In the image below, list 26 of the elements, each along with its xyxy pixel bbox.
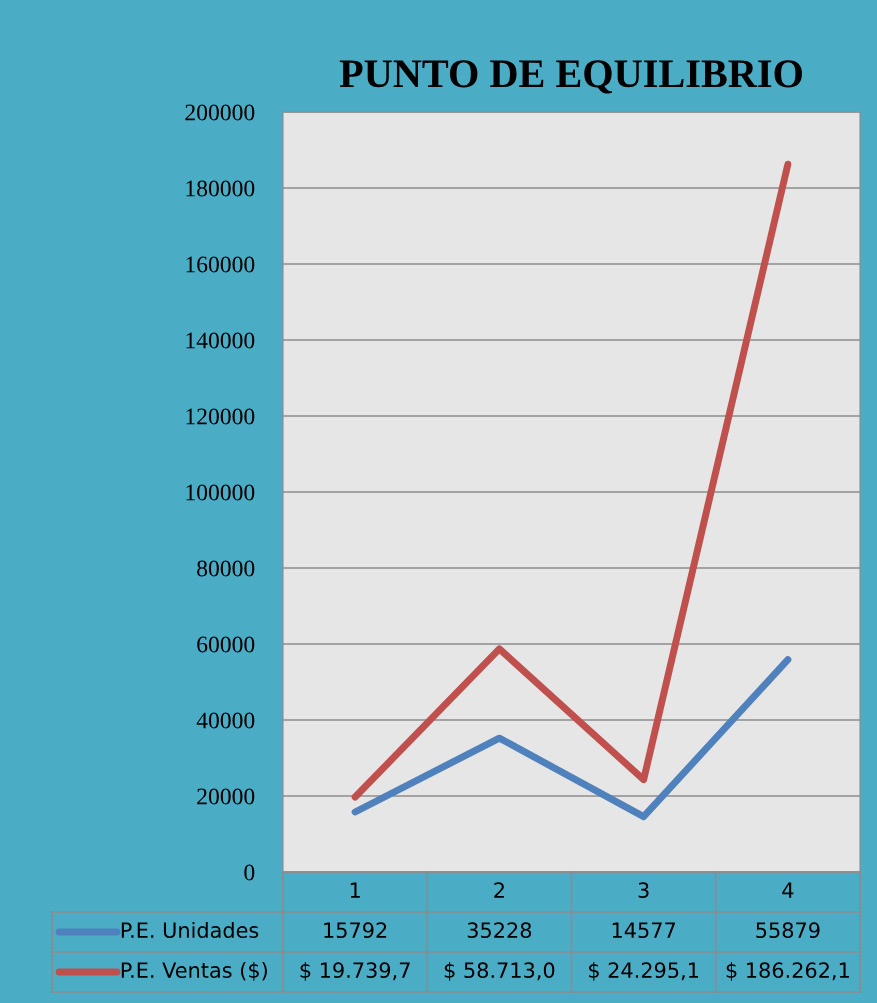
y-tick-label: 160000 <box>186 256 255 273</box>
y-tick-label: 140000 <box>186 332 255 349</box>
x-tick-label: 4 <box>782 882 794 898</box>
legend-label: P.E. Ventas ($) <box>121 961 267 981</box>
y-tick-label: 200000 <box>185 104 255 121</box>
data-label: 15792 <box>324 922 387 939</box>
y-tick-label: 40000 <box>196 712 255 729</box>
y-tick-label: 80000 <box>197 560 255 577</box>
legend-label: P.E. Unidades <box>121 921 259 939</box>
y-tick-label: 120000 <box>186 408 255 425</box>
x-tick-label: 2 <box>494 882 504 898</box>
data-label: 55879 <box>756 922 820 939</box>
y-tick-label: 0 <box>244 864 255 881</box>
y-tick-label: 180000 <box>186 180 255 197</box>
y-tick-label: 20000 <box>197 788 255 805</box>
x-tick-label: 3 <box>638 882 649 899</box>
chart-title: PUNTO DE EQUILIBRIO <box>339 60 802 94</box>
data-label: $ 58.713,0 <box>444 961 555 981</box>
data-label: 35228 <box>467 922 532 939</box>
data-label: 14577 <box>612 922 675 939</box>
y-tick-label: 60000 <box>197 636 255 653</box>
data-label: $ 186.262,1 <box>726 961 849 981</box>
data-label: $ 19.739,7 <box>300 961 410 981</box>
data-label: $ 24.295,1 <box>589 961 699 981</box>
x-tick-label: 1 <box>350 882 360 898</box>
y-tick-label: 100000 <box>186 484 255 501</box>
